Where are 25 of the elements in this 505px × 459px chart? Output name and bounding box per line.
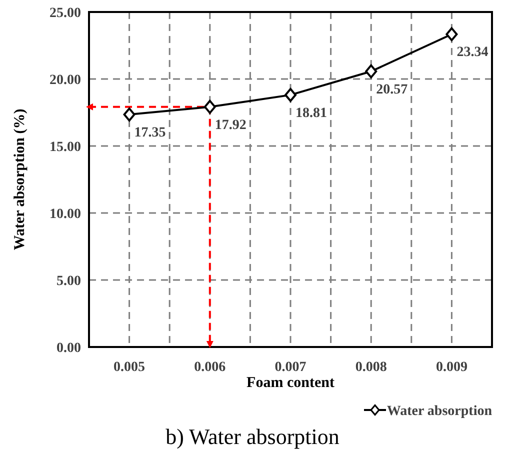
x-axis-title: Foam content <box>246 375 334 391</box>
data-label: 17.35 <box>134 126 166 141</box>
y-axis-title: Water absorption (%) <box>12 108 28 250</box>
legend-label: Water absorption <box>386 404 492 419</box>
x-tick-label: 0.008 <box>355 360 387 375</box>
y-tick-label: 10.00 <box>50 207 81 222</box>
x-tick-label: 0.006 <box>194 360 226 375</box>
point <box>123 108 136 122</box>
point <box>446 27 458 42</box>
y-tick-label: 15.00 <box>50 140 81 155</box>
data-label: 18.81 <box>296 106 327 121</box>
y-tick-label: 5.00 <box>56 274 81 289</box>
text: b) Water absorption <box>166 424 340 449</box>
y-tick-label: 20.00 <box>50 73 81 88</box>
point <box>284 88 296 102</box>
y-tick-label: 0.00 <box>56 341 81 356</box>
data-label: 20.57 <box>376 82 408 98</box>
data-label: 23.34 <box>456 45 488 60</box>
data-label: 17.92 <box>214 118 246 133</box>
x-tick-label: 0.007 <box>274 360 306 375</box>
x-tick-label: 0.009 <box>436 360 468 375</box>
point <box>365 64 378 78</box>
point <box>204 100 216 114</box>
x-tick-label: 0.005 <box>114 360 146 375</box>
y-tick-label: 25.00 <box>50 6 81 21</box>
